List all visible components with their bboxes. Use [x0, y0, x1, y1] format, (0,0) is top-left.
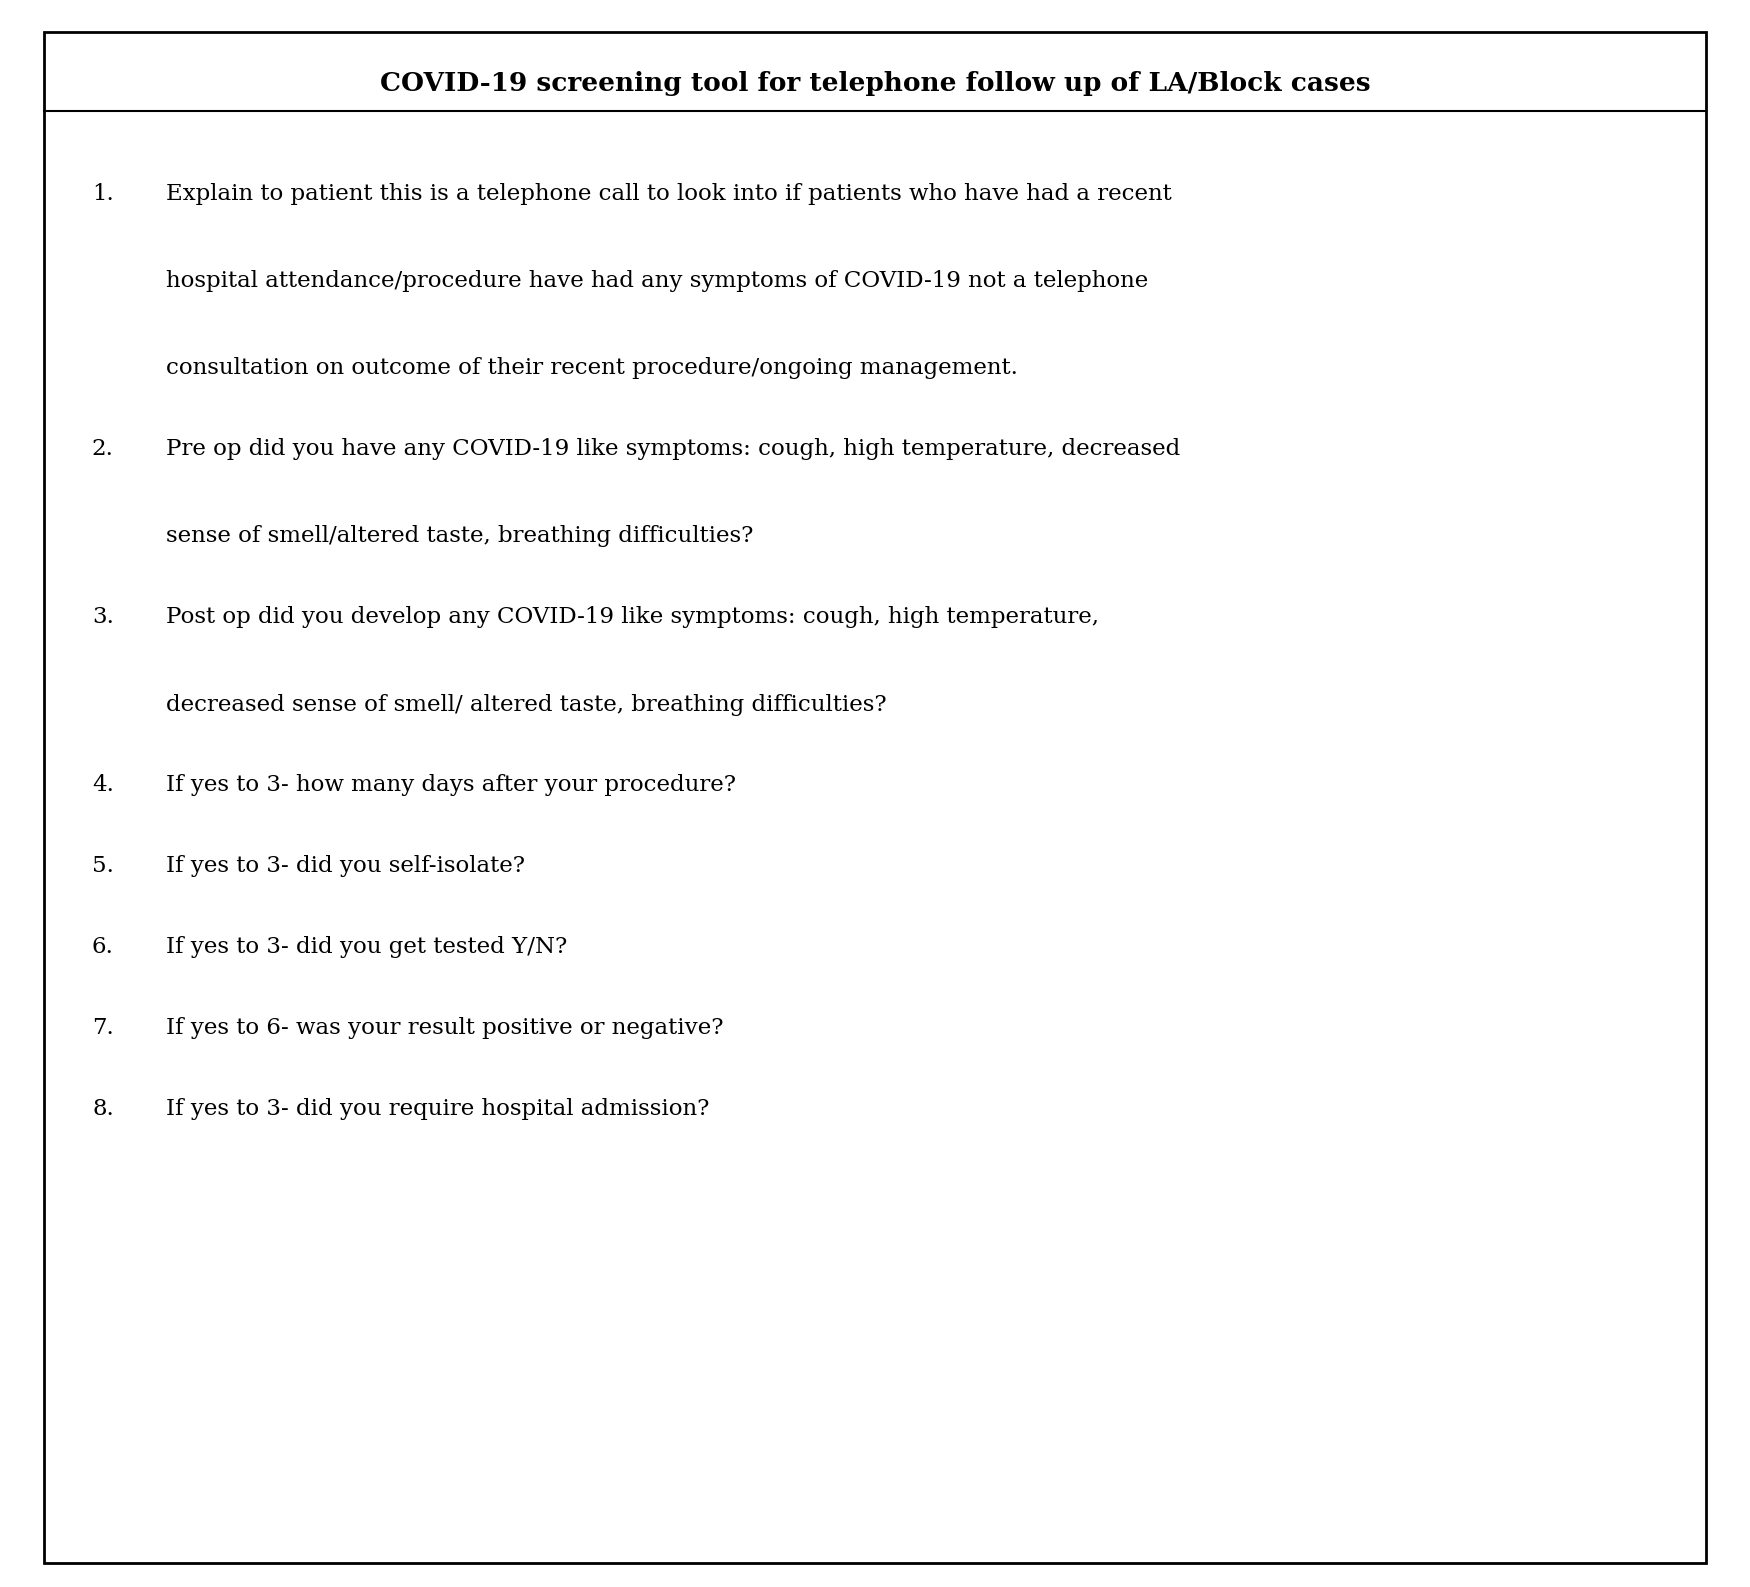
Text: 7.: 7.	[93, 1017, 114, 1039]
Text: sense of smell/altered taste, breathing difficulties?: sense of smell/altered taste, breathing …	[166, 525, 754, 548]
Text: 4.: 4.	[93, 774, 114, 797]
Text: 6.: 6.	[93, 936, 114, 959]
Text: If yes to 3- how many days after your procedure?: If yes to 3- how many days after your pr…	[166, 774, 737, 797]
Text: If yes to 3- did you get tested Y/N?: If yes to 3- did you get tested Y/N?	[166, 936, 567, 959]
Text: 3.: 3.	[93, 606, 114, 628]
Text: decreased sense of smell/ altered taste, breathing difficulties?: decreased sense of smell/ altered taste,…	[166, 694, 887, 716]
Text: COVID-19 screening tool for telephone follow up of LA/Block cases: COVID-19 screening tool for telephone fo…	[380, 71, 1370, 97]
Text: consultation on outcome of their recent procedure/ongoing management.: consultation on outcome of their recent …	[166, 357, 1018, 379]
Text: If yes to 6- was your result positive or negative?: If yes to 6- was your result positive or…	[166, 1017, 724, 1039]
Text: 2.: 2.	[93, 438, 114, 460]
Text: If yes to 3- did you require hospital admission?: If yes to 3- did you require hospital ad…	[166, 1098, 711, 1120]
Text: 8.: 8.	[93, 1098, 114, 1120]
Text: Explain to patient this is a telephone call to look into if patients who have ha: Explain to patient this is a telephone c…	[166, 183, 1172, 205]
Text: 1.: 1.	[93, 183, 114, 205]
Text: 5.: 5.	[93, 855, 114, 878]
Text: Pre op did you have any COVID-19 like symptoms: cough, high temperature, decreas: Pre op did you have any COVID-19 like sy…	[166, 438, 1181, 460]
Text: hospital attendance/procedure have had any symptoms of COVID-19 not a telephone: hospital attendance/procedure have had a…	[166, 270, 1148, 292]
FancyBboxPatch shape	[44, 32, 1706, 1563]
Text: Post op did you develop any COVID-19 like symptoms: cough, high temperature,: Post op did you develop any COVID-19 lik…	[166, 606, 1099, 628]
Text: If yes to 3- did you self-isolate?: If yes to 3- did you self-isolate?	[166, 855, 525, 878]
